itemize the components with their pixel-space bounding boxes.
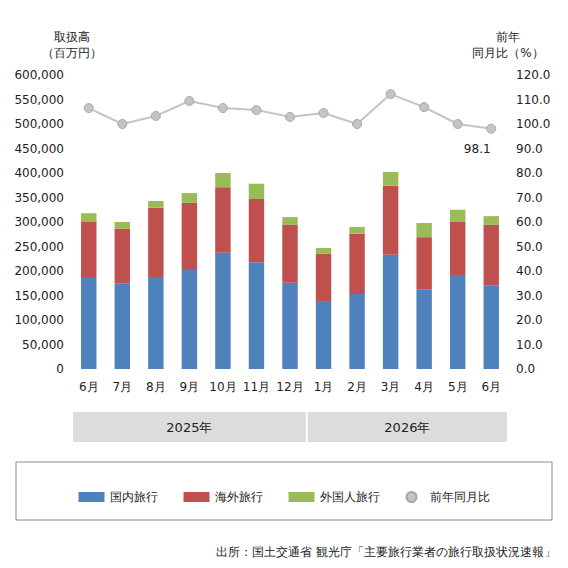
svg-text:6月: 6月 (481, 380, 501, 394)
svg-text:9月: 9月 (180, 380, 200, 394)
svg-text:98.1: 98.1 (464, 142, 491, 156)
svg-text:6月: 6月 (79, 380, 99, 394)
svg-text:20.0: 20.0 (516, 313, 543, 327)
svg-text:90.0: 90.0 (516, 142, 543, 156)
svg-text:外国人旅行: 外国人旅行 (320, 490, 380, 504)
svg-text:100.0: 100.0 (516, 117, 550, 131)
svg-text:2026年: 2026年 (384, 420, 430, 435)
svg-text:40.0: 40.0 (516, 264, 543, 278)
svg-text:1月: 1月 (314, 380, 334, 394)
svg-text:50.0: 50.0 (516, 240, 543, 254)
svg-text:取扱高: 取扱高 (54, 30, 90, 44)
svg-text:150,000: 150,000 (14, 289, 64, 303)
svg-text:70.0: 70.0 (516, 191, 543, 205)
svg-text:海外旅行: 海外旅行 (215, 490, 263, 504)
svg-text:300,000: 300,000 (14, 215, 64, 229)
svg-text:11月: 11月 (243, 380, 270, 394)
svg-text:400,000: 400,000 (14, 166, 64, 180)
svg-text:12月: 12月 (276, 380, 303, 394)
svg-text:同月比（%）: 同月比（%） (472, 46, 543, 60)
svg-text:0.0: 0.0 (516, 362, 535, 376)
svg-text:2月: 2月 (347, 380, 367, 394)
svg-text:550,000: 550,000 (14, 93, 64, 107)
svg-text:110.0: 110.0 (516, 93, 550, 107)
svg-text:3月: 3月 (381, 380, 401, 394)
svg-text:100,000: 100,000 (14, 313, 64, 327)
svg-text:0: 0 (56, 362, 64, 376)
svg-text:8月: 8月 (146, 380, 166, 394)
svg-text:国内旅行: 国内旅行 (110, 490, 158, 504)
svg-text:50,000: 50,000 (22, 338, 64, 352)
svg-text:250,000: 250,000 (14, 240, 64, 254)
svg-text:30.0: 30.0 (516, 289, 543, 303)
svg-text:120.0: 120.0 (516, 68, 550, 82)
svg-text:450,000: 450,000 (14, 142, 64, 156)
svg-text:4月: 4月 (414, 380, 434, 394)
svg-text:10.0: 10.0 (516, 338, 543, 352)
svg-text:600,000: 600,000 (14, 68, 64, 82)
svg-text:前年: 前年 (496, 30, 520, 44)
svg-text:出所：国土交通省 観光庁「主要旅行業者の旅行取扱状況速報」: 出所：国土交通省 観光庁「主要旅行業者の旅行取扱状況速報」 (216, 545, 556, 559)
svg-text:2025年: 2025年 (166, 420, 212, 435)
svg-text:10月: 10月 (209, 380, 236, 394)
svg-text:200,000: 200,000 (14, 264, 64, 278)
svg-text:60.0: 60.0 (516, 215, 543, 229)
svg-text:80.0: 80.0 (516, 166, 543, 180)
svg-text:7月: 7月 (112, 380, 132, 394)
svg-text:500,000: 500,000 (14, 117, 64, 131)
svg-text:350,000: 350,000 (14, 191, 64, 205)
svg-text:（百万円）: （百万円） (42, 46, 102, 60)
svg-text:5月: 5月 (448, 380, 468, 394)
svg-text:前年同月比: 前年同月比 (430, 490, 490, 504)
